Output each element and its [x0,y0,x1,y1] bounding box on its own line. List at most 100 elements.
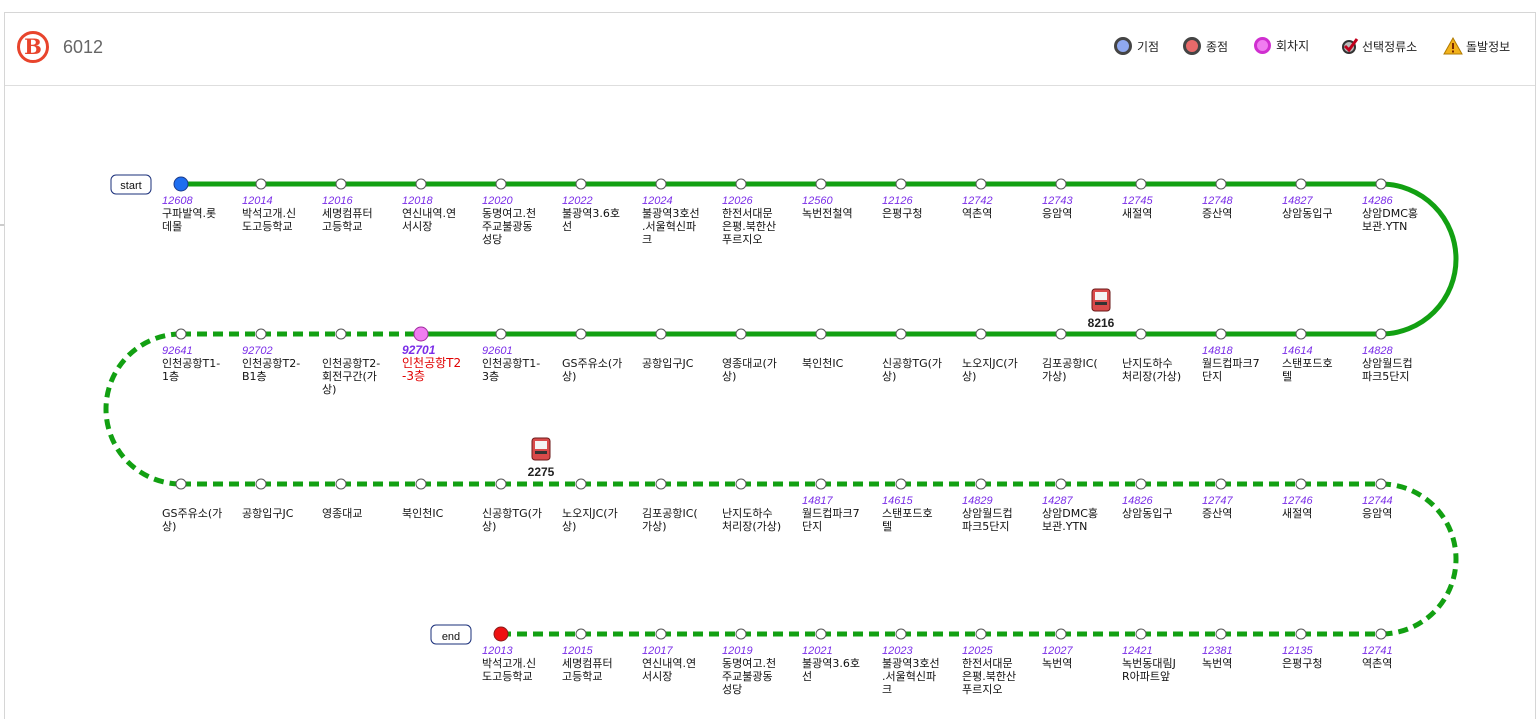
stop-marker[interactable] [1135,478,1147,490]
stop-marker[interactable] [895,628,907,640]
stop-marker[interactable] [655,178,667,190]
stop-name: 한전서대문 [962,657,1013,670]
stop-marker[interactable] [1375,628,1387,640]
turn-dot-icon [1254,37,1271,54]
stop-marker[interactable] [1055,328,1067,340]
stop-marker[interactable] [895,328,907,340]
stop-code: 12560 [802,195,833,207]
stop-marker[interactable] [495,178,507,190]
stop-marker[interactable] [1295,628,1307,640]
stop-name: 은평구청 [882,207,922,220]
bus-number: 8216 [1088,316,1115,330]
stop-marker[interactable] [735,628,747,640]
stop-marker[interactable] [1135,178,1147,190]
stop-marker[interactable] [1055,478,1067,490]
stop-code: 12421 [1122,645,1153,657]
stop-code: 92702 [242,345,273,357]
start-stop-marker[interactable] [173,176,189,192]
stop-marker[interactable] [1135,628,1147,640]
stop-marker[interactable] [1215,178,1227,190]
stop-marker[interactable] [255,328,267,340]
stop-marker[interactable] [575,178,587,190]
stop-marker[interactable] [975,628,987,640]
stop-marker[interactable] [1295,328,1307,340]
stop-name: R아파트앞 [1122,670,1170,683]
stop-name: 상) [882,370,896,383]
stop-marker[interactable] [1055,178,1067,190]
stop-code: 14614 [1282,345,1313,357]
stop-name: 은평.북한산 [722,220,776,233]
legend-selected-label: 선택정류소 [1362,39,1418,54]
stop-name: 상암DMC홍 [1362,206,1418,220]
stop-name: 3층 [482,370,499,383]
stop-name: 상) [722,370,736,383]
bus-marker[interactable]: 8216 [1088,288,1115,330]
stop-code: 12015 [562,645,593,657]
route-number: 6012 [63,37,104,57]
stop-marker[interactable] [575,628,587,640]
stop-marker[interactable] [735,478,747,490]
stop-marker[interactable] [895,178,907,190]
stop-marker[interactable] [495,328,507,340]
stop-marker[interactable] [175,478,187,490]
stop-code: 12017 [642,645,673,657]
stop-name: 상암월드컵 [962,507,1013,520]
stop-name: 인천공항T2 [402,355,461,370]
stop-marker[interactable] [815,478,827,490]
stop-marker[interactable] [255,178,267,190]
stop-marker[interactable] [975,328,987,340]
stop-marker[interactable] [575,328,587,340]
stop-code: 12024 [642,195,673,207]
stop-code: 12014 [242,195,273,207]
stop-marker[interactable] [735,178,747,190]
stop-code: 12746 [1282,495,1313,507]
stop-name: 북인천IC [802,356,844,370]
stop-code: 92601 [482,345,513,357]
stop-marker[interactable] [1375,178,1387,190]
stop-name: 세명컴퓨터 [322,207,373,220]
stop-name: 서시장 [642,670,672,683]
stop-marker[interactable] [815,178,827,190]
stop-marker[interactable] [1055,628,1067,640]
stop-name: 스탠포드호 [882,507,933,520]
stop-marker[interactable] [1215,628,1227,640]
stop-marker[interactable] [1375,328,1387,340]
stop-marker[interactable] [415,178,427,190]
stop-code: 12023 [882,645,913,657]
stop-marker[interactable] [335,178,347,190]
stops-layer: 12608구파발역.롯데몰12014박석고개.신도고등학교12016세명컴퓨터고… [162,176,1418,696]
stop-marker[interactable] [655,628,667,640]
stop-code: 14286 [1362,195,1393,207]
stop-marker[interactable] [255,478,267,490]
stop-marker[interactable] [815,328,827,340]
stop-name: 푸르지오 [962,683,1002,696]
stop-name: 역촌역 [1362,657,1392,670]
stop-marker[interactable] [1295,478,1307,490]
stop-marker[interactable] [335,328,347,340]
end-stop-marker[interactable] [493,626,509,642]
stop-marker[interactable] [815,628,827,640]
stop-marker[interactable] [735,328,747,340]
stop-marker[interactable] [335,478,347,490]
stop-marker[interactable] [1215,478,1227,490]
stop-marker[interactable] [655,328,667,340]
stop-marker[interactable] [1215,328,1227,340]
stop-marker[interactable] [1375,478,1387,490]
stop-name: 연신내역.연 [402,207,456,220]
stop-marker[interactable] [895,478,907,490]
stop-marker[interactable] [975,178,987,190]
stop-name: 푸르지오 [722,233,762,246]
stop-marker[interactable] [495,478,507,490]
stop-name: 응암역 [1042,207,1072,220]
stop-marker[interactable] [175,328,187,340]
stop-name: 상) [962,370,976,383]
stop-code: 14826 [1122,495,1153,507]
stop-marker[interactable] [415,478,427,490]
stop-marker[interactable] [975,478,987,490]
bus-marker[interactable]: 2275 [528,437,555,479]
stop-marker[interactable] [1135,328,1147,340]
stop-marker[interactable] [575,478,587,490]
turn-stop-marker[interactable] [413,326,429,342]
stop-marker[interactable] [1295,178,1307,190]
stop-marker[interactable] [655,478,667,490]
